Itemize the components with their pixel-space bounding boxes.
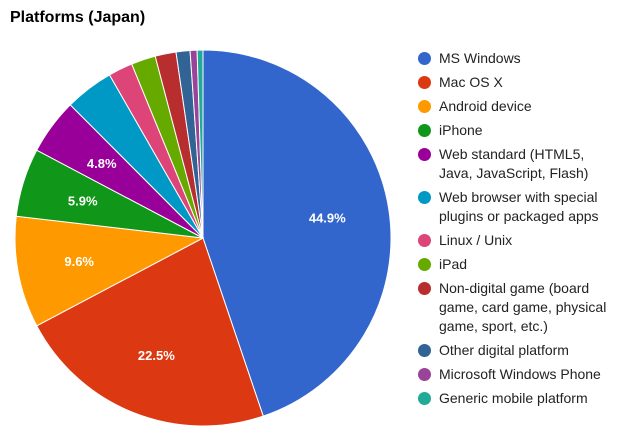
legend-swatch	[418, 344, 431, 357]
slice-label-3: 5.9%	[68, 194, 98, 209]
slice-label-2: 9.6%	[64, 254, 94, 269]
legend-item-11[interactable]: Generic mobile platform	[418, 389, 633, 408]
legend-item-8[interactable]: Non-digital game (board game, card game, …	[418, 279, 633, 336]
legend-swatch	[418, 234, 431, 247]
pie-slice-1[interactable]	[36, 237, 264, 427]
legend-item-2[interactable]: Android device	[418, 97, 633, 116]
legend-label: plugins or packaged apps	[439, 208, 599, 224]
legend-swatch	[418, 148, 431, 161]
legend-label: Non-digital game (board	[439, 280, 590, 296]
legend-label: MS Windows	[439, 50, 521, 66]
slice-label-0: 44.9%	[309, 211, 346, 226]
legend-label: Web browser with special	[439, 189, 598, 205]
legend-label: game, card game, physical	[439, 299, 607, 315]
legend-label: iPad	[439, 256, 468, 272]
legend-swatch	[418, 100, 431, 113]
pie-slice-11[interactable]	[196, 49, 204, 239]
legend-item-3[interactable]: iPhone	[418, 121, 633, 140]
legend-label: Android device	[439, 98, 532, 114]
legend-label: Generic mobile platform	[439, 390, 588, 406]
legend-swatch	[418, 282, 431, 295]
legend-swatch	[418, 392, 431, 405]
legend-item-10[interactable]: Microsoft Windows Phone	[418, 365, 633, 384]
legend-item-1[interactable]: Mac OS X	[418, 73, 633, 92]
slice-label-1: 22.5%	[138, 348, 175, 363]
legend-swatch	[418, 258, 431, 271]
slice-label-4: 4.8%	[87, 156, 117, 171]
legend-label: Other digital platform	[439, 342, 569, 358]
legend: MS Windows Mac OS X Android device iPhone We…	[418, 49, 633, 413]
legend-label: iPhone	[439, 122, 483, 138]
legend-swatch	[418, 124, 431, 137]
legend-item-5[interactable]: Web browser with special plugins or packa…	[418, 188, 633, 226]
pie-slice-2[interactable]	[14, 215, 205, 327]
pie-chart: 44.9% 22.5% 9.6% 5.9% 4.8%	[14, 49, 392, 427]
legend-item-9[interactable]: Other digital platform	[418, 341, 633, 360]
chart-title: Platforms (Japan)	[10, 9, 146, 26]
legend-swatch	[418, 368, 431, 381]
pie-slice-0[interactable]	[202, 49, 392, 417]
legend-label: Java, JavaScript, Flash)	[439, 165, 589, 181]
legend-label: Web standard (HTML5,	[439, 146, 585, 162]
legend-item-4[interactable]: Web standard (HTML5, Java, JavaScript, Fl…	[418, 145, 633, 183]
legend-item-0[interactable]: MS Windows	[418, 49, 633, 68]
legend-swatch	[418, 76, 431, 89]
legend-label: Linux / Unix	[439, 232, 513, 248]
legend-label: game, sport, etc.)	[439, 318, 548, 334]
legend-label: Microsoft Windows Phone	[439, 366, 601, 382]
legend-swatch	[418, 191, 431, 204]
legend-item-6[interactable]: Linux / Unix	[418, 231, 633, 250]
legend-swatch	[418, 52, 431, 65]
legend-item-7[interactable]: iPad	[418, 255, 633, 274]
legend-label: Mac OS X	[439, 74, 503, 90]
